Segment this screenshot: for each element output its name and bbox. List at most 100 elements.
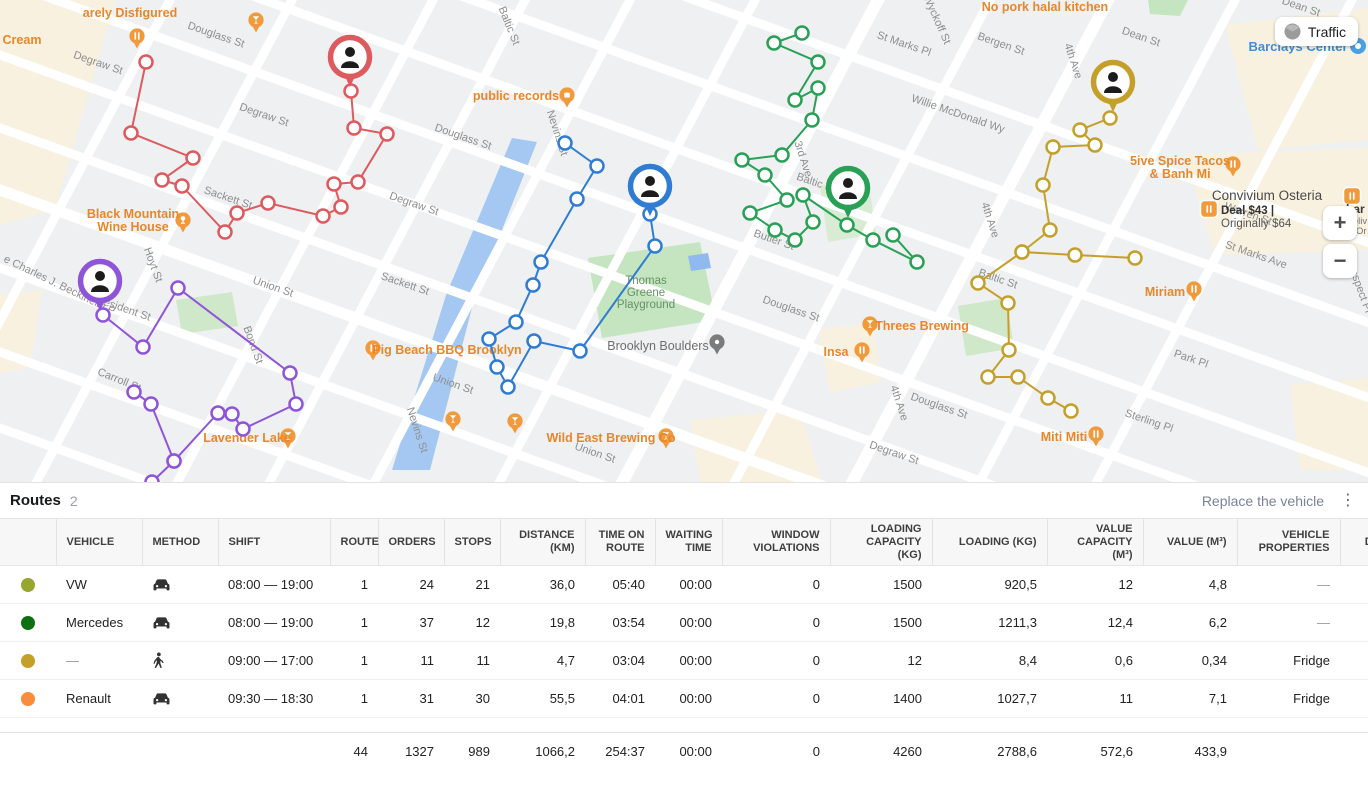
yellow-route-stop[interactable]: [1072, 122, 1088, 138]
green-route-stop[interactable]: [804, 112, 820, 128]
blue-route-stop[interactable]: [533, 254, 549, 270]
route-row[interactable]: Mercedes 08:00 — 19:00 1 37 12 19,8 03:54 00:00…: [0, 603, 1368, 642]
green-route-stop[interactable]: [779, 192, 795, 208]
purple-route-stop[interactable]: [224, 406, 240, 422]
yellow-route-stop[interactable]: [1063, 403, 1079, 419]
poi-pin[interactable]: [445, 411, 461, 432]
red-route-stop[interactable]: [123, 125, 139, 141]
blue-route-stop[interactable]: [647, 238, 663, 254]
red-route-stop[interactable]: [229, 205, 245, 221]
red-route-stop[interactable]: [346, 120, 362, 136]
route-row[interactable]: Renault 09:30 — 18:30 1 31 30 55,5 04:01 00:00 0…: [0, 679, 1368, 718]
poi-pin[interactable]: [280, 428, 296, 449]
red-route-stop[interactable]: [185, 150, 201, 166]
yellow-route-stop[interactable]: [970, 275, 986, 291]
map[interactable]: Douglass St Degraw St Degraw St Degraw St De…: [0, 0, 1368, 482]
purple-route-stop[interactable]: [235, 421, 251, 437]
green-route-stop[interactable]: [787, 232, 803, 248]
purple-route-stop[interactable]: [166, 453, 182, 469]
red-route-stop[interactable]: [174, 178, 190, 194]
poi-pin[interactable]: [1225, 156, 1241, 177]
green-route-stop[interactable]: [810, 54, 826, 70]
green-route-stop[interactable]: [795, 187, 811, 203]
purple-route-stop[interactable]: [288, 396, 304, 412]
green-route-stop[interactable]: [805, 214, 821, 230]
yellow-route-stop[interactable]: [1010, 369, 1026, 385]
green-route-stop[interactable]: [865, 232, 881, 248]
yellow-route-stop[interactable]: [1127, 250, 1143, 266]
purple-route-stop[interactable]: [95, 307, 111, 323]
poi-pin[interactable]: [854, 342, 870, 363]
purple-route-stop[interactable]: [170, 280, 186, 296]
green-route-stop[interactable]: [909, 254, 925, 270]
green-route-stop[interactable]: [766, 35, 782, 51]
poi-pin[interactable]: [129, 28, 145, 49]
purple-route-stop[interactable]: [210, 405, 226, 421]
poi-pin[interactable]: [365, 340, 381, 361]
purple-route-stop[interactable]: [144, 474, 160, 483]
poi-pin[interactable]: [1186, 281, 1202, 302]
poi-pin[interactable]: [507, 413, 523, 434]
yellow-route-stop[interactable]: [1014, 244, 1030, 260]
poi-pin[interactable]: [1088, 426, 1104, 447]
yellow-route-stop[interactable]: [1000, 295, 1016, 311]
green-route-stop[interactable]: [787, 92, 803, 108]
blue-route-stop[interactable]: [500, 379, 516, 395]
red-route-stop[interactable]: [343, 83, 359, 99]
purple-route-stop[interactable]: [126, 384, 142, 400]
blue-route-stop[interactable]: [569, 191, 585, 207]
green-route-stop[interactable]: [742, 205, 758, 221]
yellow-route-stop[interactable]: [1001, 342, 1017, 358]
red-route-stop[interactable]: [260, 195, 276, 211]
purple-route-stop[interactable]: [282, 365, 298, 381]
green-route-stop[interactable]: [810, 80, 826, 96]
blue-route-stop[interactable]: [526, 333, 542, 349]
red-route-stop[interactable]: [138, 54, 154, 70]
blue-route-stop[interactable]: [508, 314, 524, 330]
courier-purple-marker[interactable]: [77, 258, 123, 312]
courier-blue-marker[interactable]: [627, 163, 673, 217]
red-route-stop[interactable]: [350, 174, 366, 190]
green-route-stop[interactable]: [839, 217, 855, 233]
replace-vehicle-link[interactable]: Replace the vehicle: [1201, 492, 1324, 509]
yellow-route-stop[interactable]: [1035, 177, 1051, 193]
gray-poi-pin[interactable]: [709, 334, 725, 355]
courier-red-marker[interactable]: [327, 34, 373, 88]
zoom-out-button[interactable]: −: [1323, 244, 1357, 278]
yellow-route-stop[interactable]: [1040, 390, 1056, 406]
yellow-route-stop[interactable]: [980, 369, 996, 385]
purple-route-stop[interactable]: [143, 396, 159, 412]
green-route-stop[interactable]: [757, 167, 773, 183]
poi-pin[interactable]: [862, 316, 878, 337]
blue-route-stop[interactable]: [489, 359, 505, 375]
yellow-route-stop[interactable]: [1045, 139, 1061, 155]
blue-route-stop[interactable]: [481, 331, 497, 347]
purple-route-stop[interactable]: [135, 339, 151, 355]
courier-yellow-marker[interactable]: [1090, 59, 1136, 113]
green-route-stop[interactable]: [774, 147, 790, 163]
blue-route-stop[interactable]: [572, 343, 588, 359]
poi-pin[interactable]: [658, 428, 674, 449]
yellow-route-stop[interactable]: [1067, 247, 1083, 263]
traffic-toggle-button[interactable]: Traffic: [1274, 17, 1358, 46]
yellow-route-stop[interactable]: [1042, 222, 1058, 238]
route-row[interactable]: VW 08:00 — 19:00 1 24 21 36,0 05:40 00:00 0 1500 9…: [0, 565, 1368, 604]
red-route-stop[interactable]: [315, 208, 331, 224]
yellow-route-stop[interactable]: [1102, 110, 1118, 126]
poi-pin[interactable]: [175, 212, 191, 233]
green-route-stop[interactable]: [734, 152, 750, 168]
yellow-route-stop[interactable]: [1087, 137, 1103, 153]
green-route-stop[interactable]: [885, 227, 901, 243]
blue-route-stop[interactable]: [557, 135, 573, 151]
red-route-stop[interactable]: [217, 224, 233, 240]
red-route-stop[interactable]: [154, 172, 170, 188]
zoom-in-button[interactable]: +: [1323, 206, 1357, 240]
kebab-menu-icon[interactable]: ⋮: [1340, 491, 1356, 509]
poi-pin[interactable]: [248, 12, 264, 33]
red-route-stop[interactable]: [379, 126, 395, 142]
route-row[interactable]: —09:00 — 17:00 1 11 11 4,7 03:04 00:00 0 12 8,4 0,…: [0, 641, 1368, 680]
courier-green-marker[interactable]: [825, 165, 871, 219]
blue-route-stop[interactable]: [525, 277, 541, 293]
blue-route-stop[interactable]: [589, 158, 605, 174]
poi-pin[interactable]: [559, 87, 575, 108]
